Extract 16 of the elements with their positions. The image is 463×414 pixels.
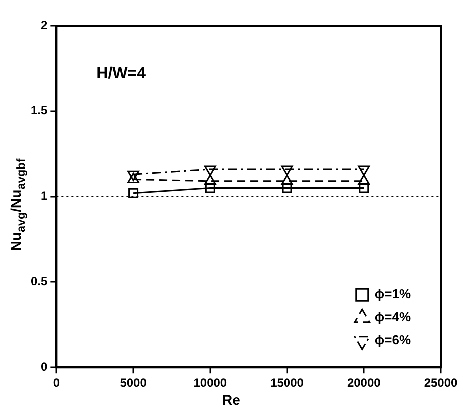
y-tick-label: 1 <box>40 189 48 204</box>
y-tick-label: 0.5 <box>30 274 48 289</box>
x-tick-label: 20000 <box>347 376 382 390</box>
x-tick-label: 25000 <box>424 376 458 390</box>
x-tick-label: 15000 <box>270 376 304 390</box>
x-tick-label: 0 <box>53 376 60 390</box>
x-tick-label: 10000 <box>194 376 228 390</box>
y-tick-label: 1.5 <box>30 104 48 118</box>
annotation: H/W=4 <box>96 65 146 82</box>
x-tick-label: 5000 <box>120 376 148 390</box>
y-tick-label: 0 <box>40 360 48 374</box>
legend-label: ϕ=1% <box>374 286 412 302</box>
legend-label: ϕ=4% <box>374 310 412 325</box>
legend-label: ϕ=6% <box>374 332 412 348</box>
x-axis-title: Re <box>222 392 242 408</box>
y-tick-label: 2 <box>40 18 48 32</box>
